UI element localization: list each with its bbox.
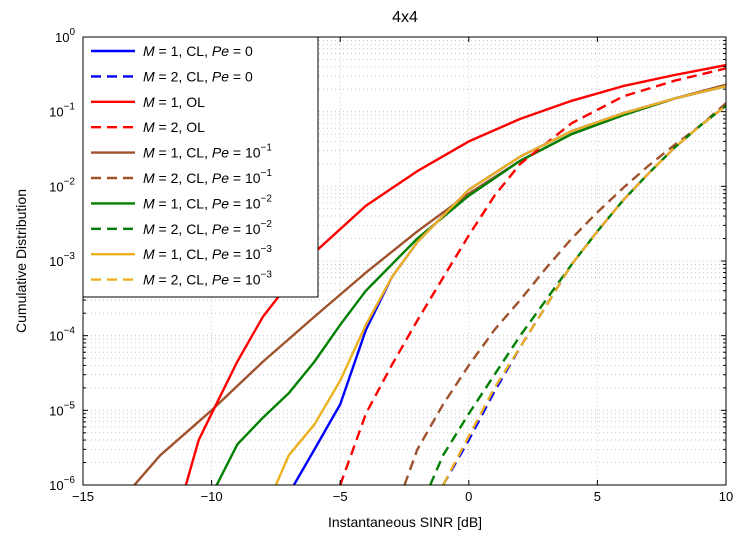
legend-label: M = 1, CL, Pe = 10−2 <box>143 193 272 211</box>
series-line-2 <box>442 104 726 485</box>
series-line-9 <box>274 84 726 485</box>
series-line-8 <box>429 104 726 485</box>
chart-title: 4x4 <box>392 9 418 26</box>
series-line-3 <box>184 63 726 485</box>
legend-label: M = 2, CL, Pe = 10−1 <box>143 168 272 186</box>
legend-label: M = 2, CL, Pe = 10−2 <box>143 219 272 237</box>
series-layer <box>133 63 726 485</box>
series-line-1 <box>292 84 726 485</box>
y-tick-label: 10−4 <box>49 326 75 344</box>
legend-label: M = 2, CL, Pe = 0 <box>143 68 253 84</box>
x-tick-label: 10 <box>719 489 733 504</box>
y-tick-label: 10−5 <box>49 400 75 418</box>
y-tick-label: 10−2 <box>49 176 75 194</box>
x-tick-label: −10 <box>201 489 223 504</box>
legend-label: M = 1, OL <box>143 94 205 110</box>
series-line-4 <box>339 67 726 485</box>
x-tick-label: −15 <box>72 489 94 504</box>
x-tick-label: 0 <box>465 489 472 504</box>
x-axis-label: Instantaneous SINR [dB] <box>328 514 482 530</box>
x-tick-label: 5 <box>594 489 601 504</box>
x-tick-label: −5 <box>333 489 348 504</box>
y-tick-label: 10−6 <box>49 475 75 493</box>
y-tick-label: 10−1 <box>49 102 75 120</box>
series-line-7 <box>215 84 726 485</box>
y-tick-label: 100 <box>55 27 75 45</box>
series-line-10 <box>442 104 726 485</box>
legend-label: M = 1, CL, Pe = 10−3 <box>143 244 272 262</box>
legend-label: M = 1, CL, Pe = 10−1 <box>143 143 272 161</box>
y-tick-label: 10−3 <box>49 251 75 269</box>
y-axis-label: Cumulative Distribution <box>13 189 29 333</box>
series-line-6 <box>403 102 726 485</box>
legend-label: M = 2, OL <box>143 119 205 135</box>
legend-label: M = 1, CL, Pe = 0 <box>143 43 253 59</box>
legend-label: M = 2, CL, Pe = 10−3 <box>143 270 272 288</box>
legend: M = 1, CL, Pe = 0 M = 2, CL, Pe = 0 M = 1,… <box>82 36 319 298</box>
